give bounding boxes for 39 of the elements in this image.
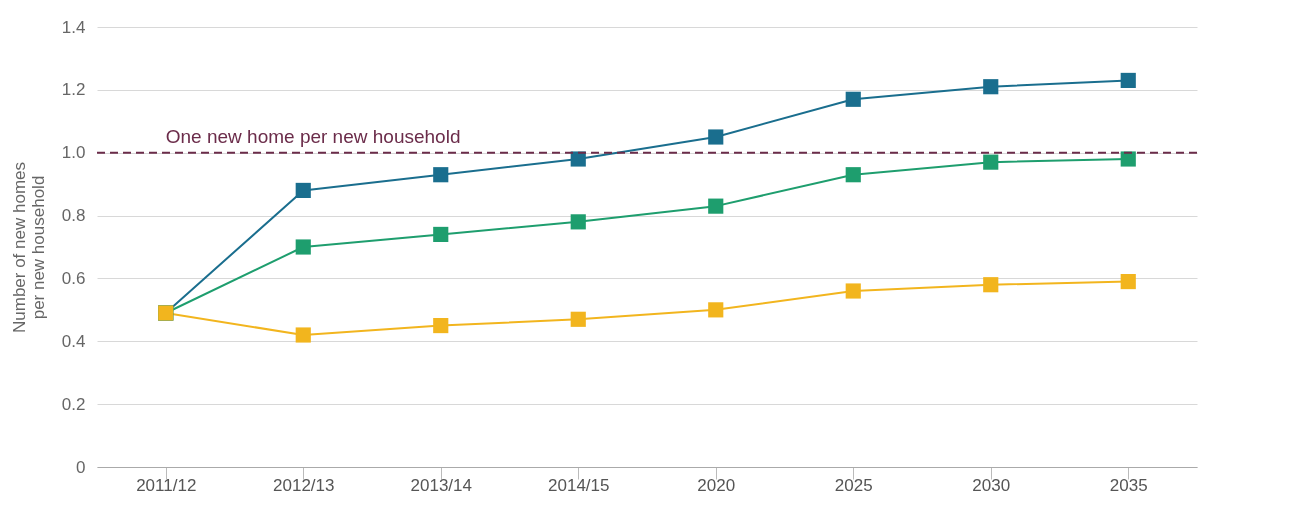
point	[570, 214, 586, 230]
x-tick-label: 2030	[972, 475, 1011, 495]
y-tick-label: 1.4	[61, 17, 86, 37]
point	[983, 79, 999, 95]
point	[845, 91, 861, 107]
y-tick-label: 1.0	[61, 143, 86, 163]
ref-line-label: One new home per new household	[165, 125, 461, 147]
point	[845, 167, 861, 183]
point	[295, 327, 311, 343]
point	[1120, 273, 1136, 290]
point	[433, 167, 449, 183]
y-tick-label: 0.2	[61, 394, 86, 414]
point	[845, 283, 861, 299]
point	[1120, 151, 1136, 167]
point	[295, 182, 311, 199]
point	[433, 226, 449, 243]
y-tick-label: 0	[76, 457, 86, 477]
point	[708, 129, 724, 145]
y-axis-title: Number of new homes per new household	[9, 161, 48, 334]
x-tick-label: 2013/14	[410, 475, 472, 495]
point	[570, 311, 586, 327]
point	[983, 154, 999, 170]
point	[983, 277, 999, 293]
x-tick-label: 2012/13	[273, 475, 335, 495]
point	[295, 239, 311, 255]
y-tick-label: 0.6	[61, 268, 86, 288]
point	[708, 302, 724, 318]
x-tick-label: 2025	[834, 475, 873, 495]
point	[570, 151, 586, 167]
x-tick-label: 2014/15	[548, 475, 610, 495]
point	[1120, 72, 1136, 89]
point	[708, 198, 724, 214]
y-tick-label: 0.4	[61, 331, 86, 351]
y-tick-label: 0.8	[61, 206, 86, 226]
point	[433, 317, 449, 334]
x-tick-label: 2011/12	[136, 475, 197, 495]
x-tick-label: 2035	[1109, 475, 1148, 495]
x-tick-label: 2020	[697, 475, 736, 495]
y-tick-label: 1.2	[61, 80, 86, 100]
